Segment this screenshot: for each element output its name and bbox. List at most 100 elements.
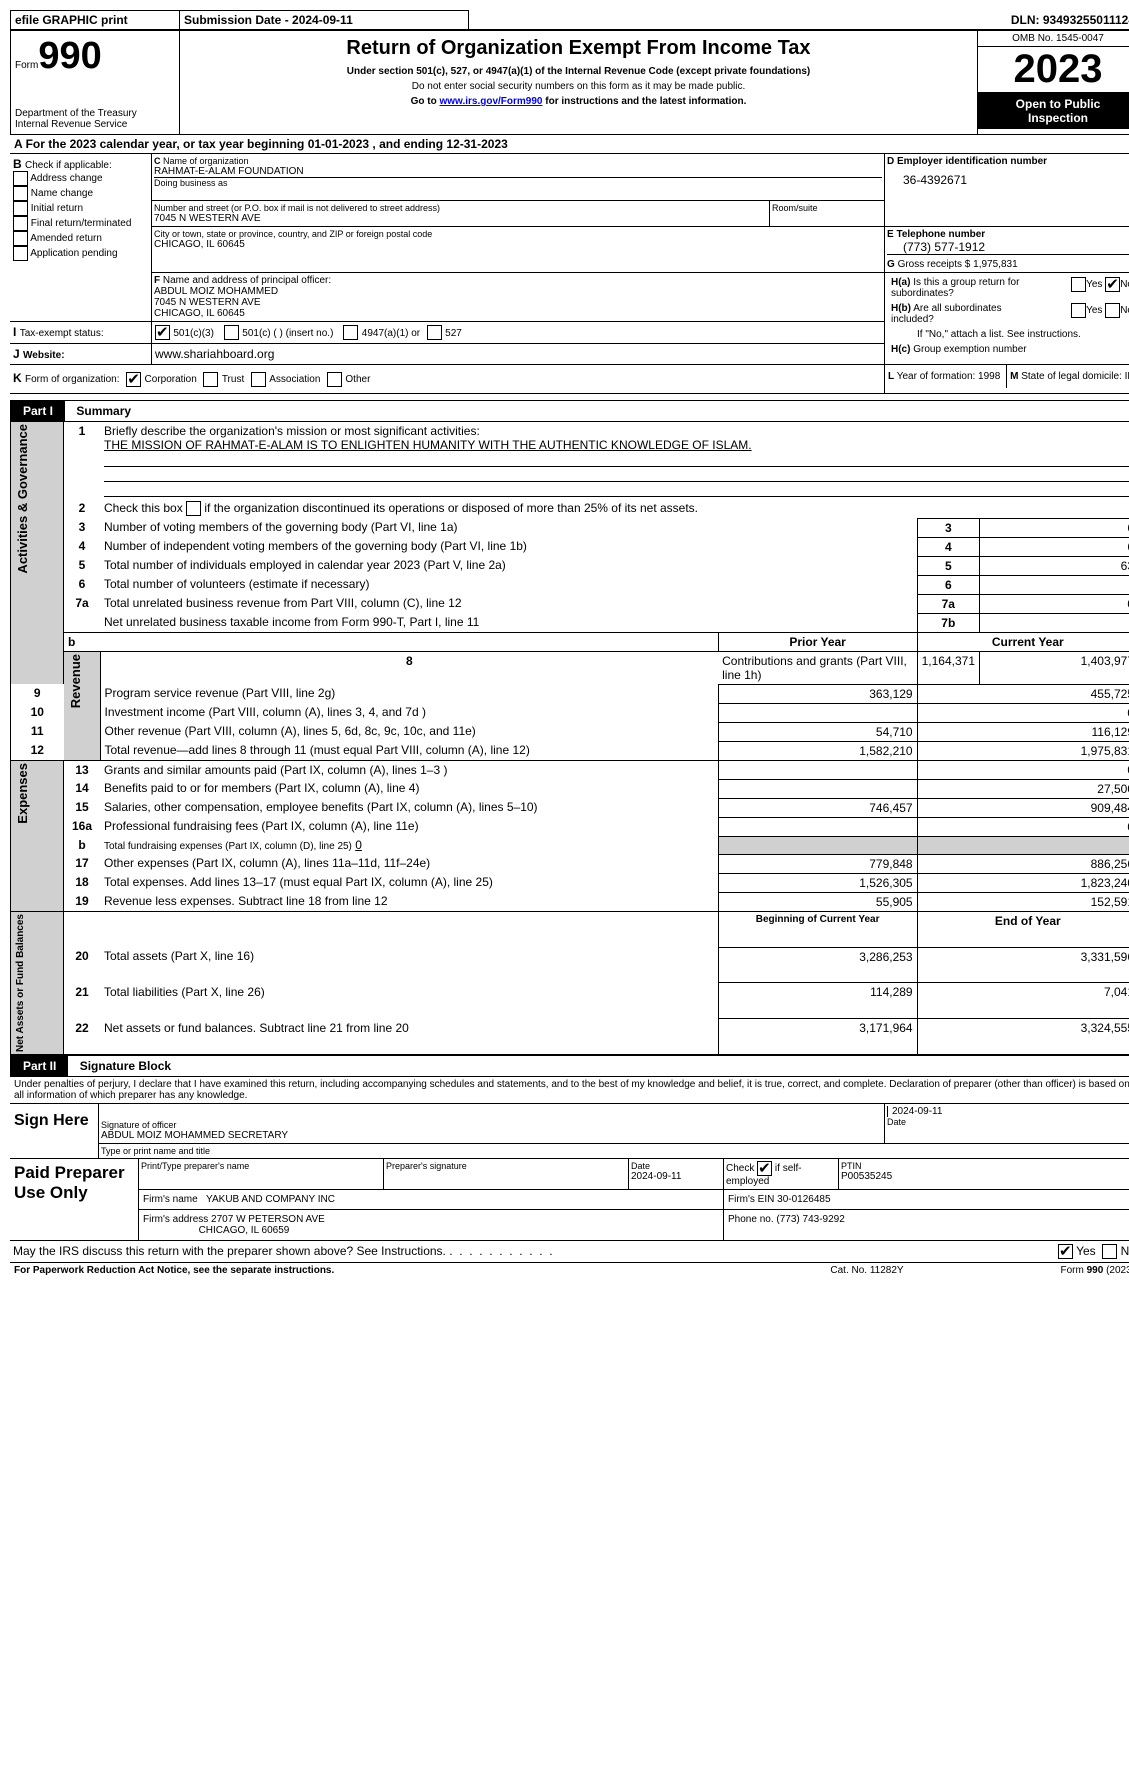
- omb-number: OMB No. 1545-0047: [978, 31, 1129, 47]
- goto-line: Go to www.irs.gov/Form990 for instructio…: [186, 96, 971, 107]
- part1-table: Activities & Governance 1 Briefly descri…: [10, 422, 1129, 1055]
- form-number: 990: [38, 35, 101, 77]
- firm-addr2: CHICAGO, IL 60659: [199, 1225, 290, 1236]
- mission-text: THE MISSION OF RAHMAT-E-ALAM IS TO ENLIG…: [104, 438, 752, 452]
- line5-val: 63: [980, 556, 1129, 575]
- line8-py: 1,164,371: [917, 651, 979, 684]
- part1-header: Part I Summary: [10, 400, 1129, 422]
- ein-label: D Employer identification number: [887, 156, 1129, 167]
- chk-name-change[interactable]: [13, 186, 28, 201]
- line17-cy: 886,256: [917, 854, 1129, 873]
- ein-value: 36-4392671: [903, 173, 1129, 187]
- form-subtitle: Under section 501(c), 527, or 4947(a)(1)…: [186, 66, 971, 77]
- line8-cy: 1,403,977: [980, 651, 1129, 684]
- line14-cy: 27,500: [917, 779, 1129, 798]
- ha-yes[interactable]: [1071, 277, 1086, 292]
- line9-py: 363,129: [718, 684, 917, 703]
- chk-527[interactable]: [427, 325, 442, 340]
- chk-4947[interactable]: [343, 325, 358, 340]
- chk-application-pending[interactable]: [13, 246, 28, 261]
- gross-receipts: 1,975,831: [973, 259, 1018, 270]
- line15-cy: 909,484: [917, 798, 1129, 817]
- org-street: 7045 N WESTERN AVE: [154, 213, 767, 224]
- chk-other[interactable]: [327, 372, 342, 387]
- irs-label: Internal Revenue Service: [15, 119, 175, 130]
- chk-501c3[interactable]: [155, 325, 170, 340]
- line10-py: [718, 703, 917, 722]
- page-footer: For Paperwork Reduction Act Notice, see …: [10, 1263, 1129, 1278]
- line16b-val: 0: [355, 838, 362, 852]
- line14-py: [718, 779, 917, 798]
- chk-discontinued[interactable]: [186, 501, 201, 516]
- h-block: H(a) Is this a group return for subordin…: [887, 275, 1129, 357]
- irs-link[interactable]: www.irs.gov/Form990: [439, 96, 542, 107]
- chk-self-employed[interactable]: [757, 1161, 772, 1176]
- line6-val: [980, 575, 1129, 594]
- chk-association[interactable]: [251, 372, 266, 387]
- form-header: Form990 Department of the Treasury Inter…: [10, 30, 1129, 135]
- officer-street: 7045 N WESTERN AVE: [154, 297, 882, 308]
- line21-cy: 7,041: [917, 983, 1129, 1019]
- form-title: Return of Organization Exempt From Incom…: [186, 37, 971, 60]
- chk-trust[interactable]: [203, 372, 218, 387]
- line4-val: 6: [980, 537, 1129, 556]
- line16a-cy: 0: [917, 817, 1129, 836]
- inspection: Inspection: [982, 111, 1129, 125]
- chk-initial-return[interactable]: [13, 201, 28, 216]
- line13-py: [718, 760, 917, 779]
- line13-cy: 0: [917, 760, 1129, 779]
- chk-final-return[interactable]: [13, 216, 28, 231]
- dln: DLN: 93493255011124: [687, 11, 1129, 30]
- line9-cy: 455,725: [917, 684, 1129, 703]
- dept-treasury: Department of the Treasury: [15, 108, 175, 119]
- chk-501c[interactable]: [224, 325, 239, 340]
- discuss-no[interactable]: [1102, 1244, 1117, 1259]
- cat-no: Cat. No. 11282Y: [763, 1263, 971, 1278]
- firm-addr1: 2707 W PETERSON AVE: [211, 1214, 325, 1225]
- hb-no[interactable]: [1105, 303, 1120, 318]
- year-formation: Year of formation: 1998: [897, 371, 1001, 382]
- section-revenue: Revenue: [68, 654, 83, 708]
- entity-block: B Check if applicable: Address change Na…: [10, 154, 1129, 394]
- org-city: CHICAGO, IL 60645: [154, 239, 882, 250]
- top-bar: efile GRAPHIC print Submission Date - 20…: [10, 10, 1129, 30]
- chk-amended-return[interactable]: [13, 231, 28, 246]
- tax-year: 2023: [978, 47, 1129, 93]
- chk-address-change[interactable]: [13, 171, 28, 186]
- line12-cy: 1,975,831: [917, 741, 1129, 760]
- perjury-declaration: Under penalties of perjury, I declare th…: [10, 1077, 1129, 1104]
- discuss-row: May the IRS discuss this return with the…: [10, 1241, 1129, 1263]
- firm-name: YAKUB AND COMPANY INC: [206, 1194, 335, 1205]
- efile-label: efile GRAPHIC print: [15, 13, 128, 27]
- line17-py: 779,848: [718, 854, 917, 873]
- hb-yes[interactable]: [1071, 303, 1086, 318]
- discuss-yes[interactable]: [1058, 1244, 1073, 1259]
- line10-cy: 0: [917, 703, 1129, 722]
- line19-cy: 152,591: [917, 892, 1129, 911]
- line22-cy: 3,324,555: [917, 1019, 1129, 1055]
- line16a-py: [718, 817, 917, 836]
- line3-val: 6: [980, 518, 1129, 537]
- state-domicile: State of legal domicile: IL: [1021, 371, 1129, 382]
- phone-value: (773) 577-1912: [903, 240, 1129, 254]
- form-footer: Form 990 (2023): [971, 1263, 1129, 1278]
- line-a: A For the 2023 calendar year, or tax yea…: [10, 135, 1129, 154]
- no-ssn: Do not enter social security numbers on …: [186, 81, 971, 92]
- sign-here-block: Sign Here Signature of officer ABDUL MOI…: [10, 1104, 1129, 1159]
- officer-name: ABDUL MOIZ MOHAMMED: [154, 286, 882, 297]
- line18-cy: 1,823,240: [917, 873, 1129, 892]
- line20-py: 3,286,253: [718, 947, 917, 983]
- org-name: RAHMAT-E-ALAM FOUNDATION: [154, 166, 882, 177]
- line11-py: 54,710: [718, 722, 917, 741]
- ha-no[interactable]: [1105, 277, 1120, 292]
- sign-date: 2024-09-11: [887, 1106, 1129, 1117]
- chk-corporation[interactable]: [126, 372, 141, 387]
- line20-cy: 3,331,596: [917, 947, 1129, 983]
- phone-label: E Telephone number: [887, 229, 1129, 240]
- firm-phone: (773) 743-9292: [776, 1214, 844, 1225]
- prep-date: 2024-09-11: [631, 1171, 721, 1182]
- line18-py: 1,526,305: [718, 873, 917, 892]
- officer-signature: ABDUL MOIZ MOHAMMED SECRETARY: [101, 1130, 882, 1141]
- line15-py: 746,457: [718, 798, 917, 817]
- line19-py: 55,905: [718, 892, 917, 911]
